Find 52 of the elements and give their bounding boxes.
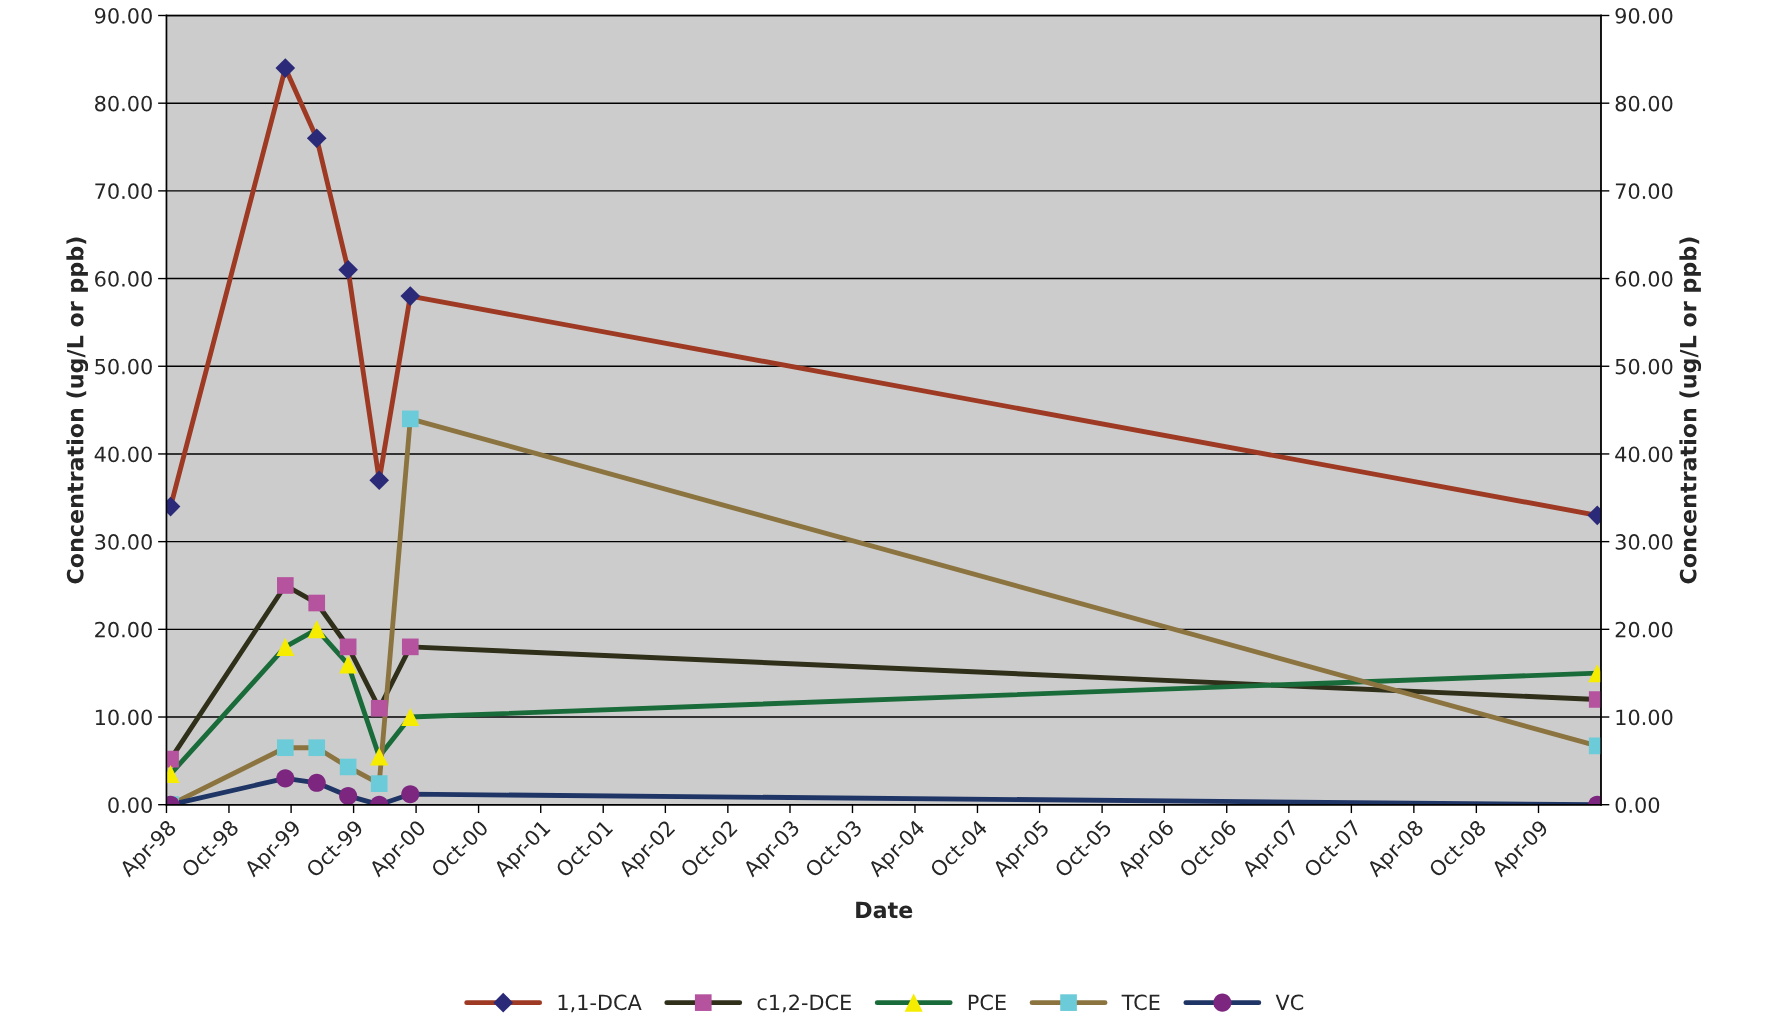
y2-tick-label: 30.00 — [1615, 534, 1673, 550]
point — [338, 259, 358, 280]
y-tick-label: 90.00 — [94, 7, 152, 24]
point — [307, 773, 326, 792]
y-axis-title: Concentration (ug/L or ppb) — [66, 237, 89, 584]
y-tick-label: 80.00 — [95, 95, 152, 112]
point — [276, 739, 294, 757]
legend-label: PCE — [968, 994, 1006, 1011]
point — [339, 786, 358, 805]
y-tick-label: 20.00 — [95, 621, 152, 638]
point — [370, 699, 388, 717]
point — [339, 758, 357, 776]
point — [308, 594, 326, 612]
point — [306, 128, 327, 149]
y2-axis-title: Concentration (ug/L or ppb) — [1679, 237, 1702, 584]
legend-label: VC — [1275, 994, 1304, 1011]
legend-label: TCE — [1121, 994, 1160, 1011]
y2-tick-label: 50.00 — [1615, 358, 1673, 375]
legend-label: 1,1-DCA — [558, 994, 642, 1013]
point — [307, 620, 326, 639]
y-tick-label: 60.00 — [95, 271, 152, 287]
y2-tick-label: 90.00 — [1615, 7, 1673, 24]
y-tick-label: 70.00 — [95, 183, 152, 200]
point — [401, 785, 420, 804]
point — [276, 769, 295, 788]
point — [370, 747, 389, 766]
point — [400, 286, 421, 306]
point — [276, 637, 295, 656]
y-tick-label: 10.00 — [95, 709, 152, 726]
legend-label: c1,2-DCE — [757, 994, 851, 1013]
y2-tick-label: 0.00 — [1615, 797, 1660, 813]
point — [370, 775, 388, 792]
y2-tick-label: 40.00 — [1615, 446, 1673, 463]
y2-tick-label: 20.00 — [1615, 621, 1673, 638]
point — [275, 58, 296, 78]
point — [308, 739, 326, 757]
x-axis-title: Date — [856, 901, 913, 919]
y2-tick-label: 10.00 — [1616, 709, 1673, 726]
y-tick-label: 40.00 — [94, 446, 152, 463]
point — [401, 410, 419, 428]
point — [339, 638, 357, 656]
point — [401, 707, 420, 727]
y2-tick-label: 70.00 — [1615, 183, 1673, 200]
y-tick-label: 50.00 — [95, 358, 152, 375]
point — [339, 655, 358, 674]
y-tick-label: 0.00 — [108, 797, 152, 813]
point — [401, 638, 419, 656]
point — [369, 470, 390, 491]
y2-tick-label: 80.00 — [1615, 95, 1673, 112]
y2-tick-label: 60.00 — [1615, 271, 1673, 287]
point — [276, 577, 294, 594]
y-tick-label: 30.00 — [95, 534, 152, 550]
